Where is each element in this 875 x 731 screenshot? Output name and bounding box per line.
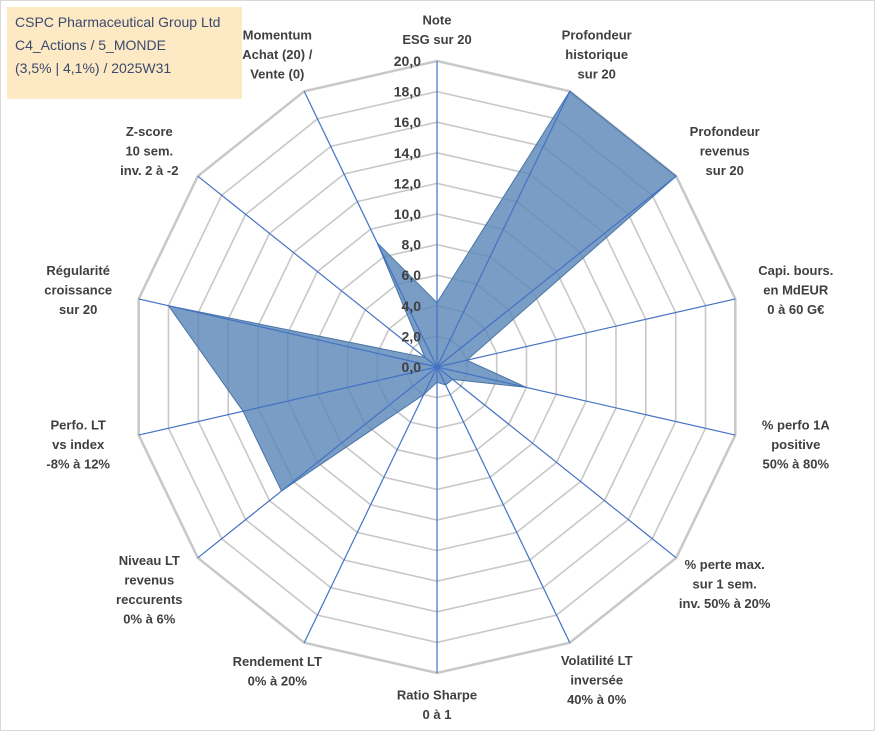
- tick-label: 10,0: [394, 206, 421, 222]
- axis-spoke: [436, 366, 677, 559]
- axis-label: Note ESG sur 20: [402, 13, 471, 48]
- axis-label: Capi. bours. en MdEUR 0 à 60 G€: [758, 263, 833, 317]
- axis-label: Niveau LT revenus reccurents 0% à 6%: [116, 553, 182, 627]
- radar-axes: [138, 61, 736, 673]
- radar-tick-labels: 0,0 2,0 4,0 6,0 8,0 10,0 12,0 14,0 16,0 18,0 20,0: [394, 53, 421, 375]
- tick-label: 20,0: [394, 53, 421, 69]
- chart-title-line-1: CSPC Pharmaceutical Group Ltd: [15, 14, 221, 30]
- axis-label: Profondeur historique sur 20: [562, 28, 632, 82]
- chart-title-line-2: C4_Actions / 5_MONDE: [15, 37, 166, 53]
- tick-label: 0,0: [402, 359, 422, 375]
- chart-title-line-3: (3,5% | 4,1%) / 2025W31: [15, 60, 172, 76]
- axis-spoke: [436, 366, 736, 436]
- axis-label: Perfo. LT vs index -8% à 12%: [46, 418, 110, 472]
- radar-series: [167, 90, 677, 492]
- axis-spoke: [138, 366, 438, 436]
- axis-spoke: [138, 298, 438, 368]
- axis-spoke: [197, 366, 438, 559]
- axis-label: Rendement LT 0% à 20%: [233, 654, 322, 689]
- tick-label: 8,0: [402, 237, 422, 253]
- axis-label: % perfo 1A positive 50% à 80%: [762, 418, 831, 472]
- axis-spoke: [197, 175, 438, 368]
- axis-spoke: [436, 298, 736, 368]
- axis-spoke: [436, 91, 571, 368]
- tick-label: 2,0: [402, 328, 422, 344]
- tick-label: 4,0: [402, 298, 422, 314]
- tick-label: 18,0: [394, 84, 421, 100]
- axis-label: % perte max. sur 1 sem. inv. 50% à 20%: [679, 557, 771, 611]
- axis-spoke: [436, 175, 677, 368]
- tick-label: 16,0: [394, 114, 421, 130]
- axis-label: Z-score 10 sem. inv. 2 à -2: [120, 124, 178, 178]
- axis-spoke: [303, 91, 438, 368]
- tick-label: 14,0: [394, 145, 421, 161]
- chart-title-box: CSPC Pharmaceutical Group Ltd C4_Actions…: [7, 7, 242, 99]
- axis-label: Profondeur revenus sur 20: [690, 124, 760, 178]
- axis-label: Régularité croissance sur 20: [44, 263, 112, 317]
- axis-label: Volatilité LT inversée 40% à 0%: [561, 653, 633, 707]
- axis-spoke: [303, 366, 438, 643]
- axis-label: Ratio Sharpe 0 à 1: [397, 688, 477, 723]
- radar-axis-labels: Note ESG sur 20 Profondeur historique sur 20…: [44, 13, 833, 723]
- axis-spoke: [436, 366, 571, 643]
- series-area: [167, 90, 677, 492]
- tick-label: 12,0: [394, 175, 421, 191]
- tick-label: 6,0: [402, 267, 422, 283]
- axis-label: Momentum Achat (20) / Vente (0): [242, 28, 312, 82]
